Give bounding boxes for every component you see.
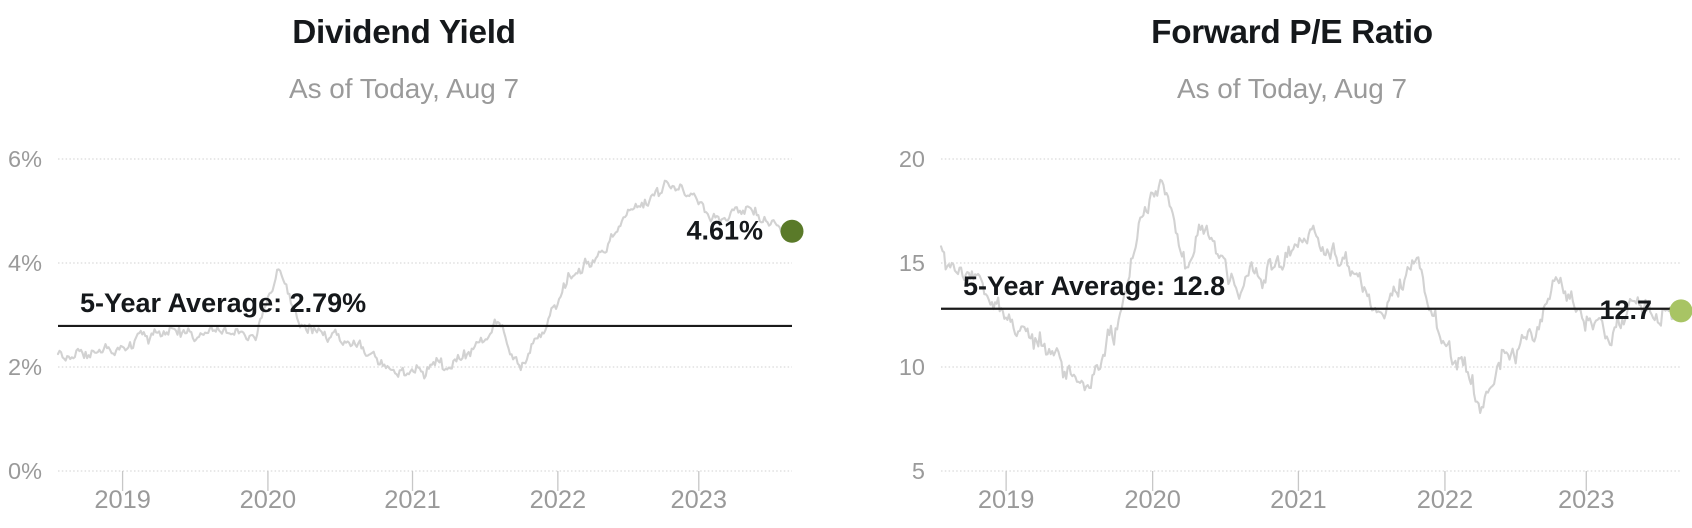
svg-text:5-Year Average: 2.79%: 5-Year Average: 2.79% [80, 288, 366, 318]
svg-text:10: 10 [899, 354, 925, 380]
svg-text:2020: 2020 [240, 486, 296, 514]
svg-text:2023: 2023 [1558, 486, 1614, 514]
svg-text:4%: 4% [8, 250, 42, 276]
svg-text:2022: 2022 [530, 486, 586, 514]
svg-text:20: 20 [899, 146, 925, 172]
svg-text:2022: 2022 [1417, 486, 1473, 514]
svg-text:0%: 0% [8, 458, 42, 484]
svg-text:15: 15 [899, 250, 925, 276]
svg-text:4.61%: 4.61% [686, 215, 763, 245]
svg-text:5-Year Average: 12.8: 5-Year Average: 12.8 [963, 271, 1225, 301]
svg-text:12.7: 12.7 [1599, 295, 1652, 325]
svg-text:2021: 2021 [1270, 486, 1326, 514]
svg-text:2%: 2% [8, 354, 42, 380]
svg-text:2021: 2021 [384, 486, 440, 514]
svg-text:5: 5 [912, 458, 925, 484]
svg-text:6%: 6% [8, 146, 42, 172]
svg-text:2019: 2019 [978, 486, 1034, 514]
svg-text:2023: 2023 [671, 486, 727, 514]
svg-text:2019: 2019 [94, 486, 150, 514]
svg-text:2020: 2020 [1124, 486, 1180, 514]
